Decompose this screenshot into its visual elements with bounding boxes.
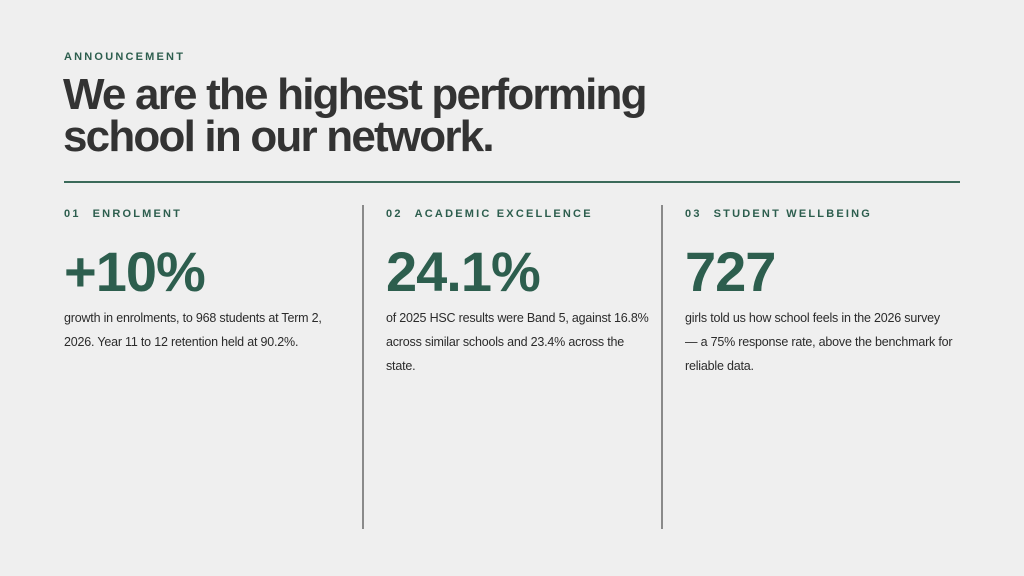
stat-title: ENROLMENT — [92, 208, 183, 220]
stat-label: 03 STUDENT WELLBEING — [685, 208, 955, 220]
title: We are the highest performing school in … — [63, 70, 647, 161]
stat-title: STUDENT WELLBEING — [713, 208, 873, 220]
eyebrow: ANNOUNCEMENT — [64, 51, 186, 63]
stat-column: 03 STUDENT WELLBEING 727 girls told us ho… — [685, 208, 955, 378]
stat-description: growth in enrolments, to 968 students at… — [64, 311, 322, 349]
title-line: school in our network. — [63, 112, 495, 161]
stat-value: 24.1% — [386, 240, 541, 303]
stat-value: 727 — [685, 240, 776, 303]
divider — [661, 205, 663, 529]
rule — [64, 181, 960, 183]
stat-value: +10% — [64, 240, 206, 303]
stat-description: girls told us how school feels in the 20… — [685, 311, 953, 373]
stat-column: 01 ENROLMENT +10% growth in enrolments, t… — [64, 208, 334, 354]
stat-title: ACADEMIC EXCELLENCE — [414, 208, 593, 220]
stat-label: 01 ENROLMENT — [64, 208, 334, 220]
stat-label: 02 ACADEMIC EXCELLENCE — [386, 208, 656, 220]
stat-number: 01 — [64, 208, 81, 220]
stat-number: 02 — [386, 208, 403, 220]
stat-description: of 2025 HSC results were Band 5, against… — [386, 311, 649, 373]
divider — [362, 205, 364, 529]
stat-number: 03 — [685, 208, 702, 220]
title-line: We are the highest performing — [63, 70, 647, 119]
stat-column: 02 ACADEMIC EXCELLENCE 24.1% of 2025 HSC … — [386, 208, 656, 378]
